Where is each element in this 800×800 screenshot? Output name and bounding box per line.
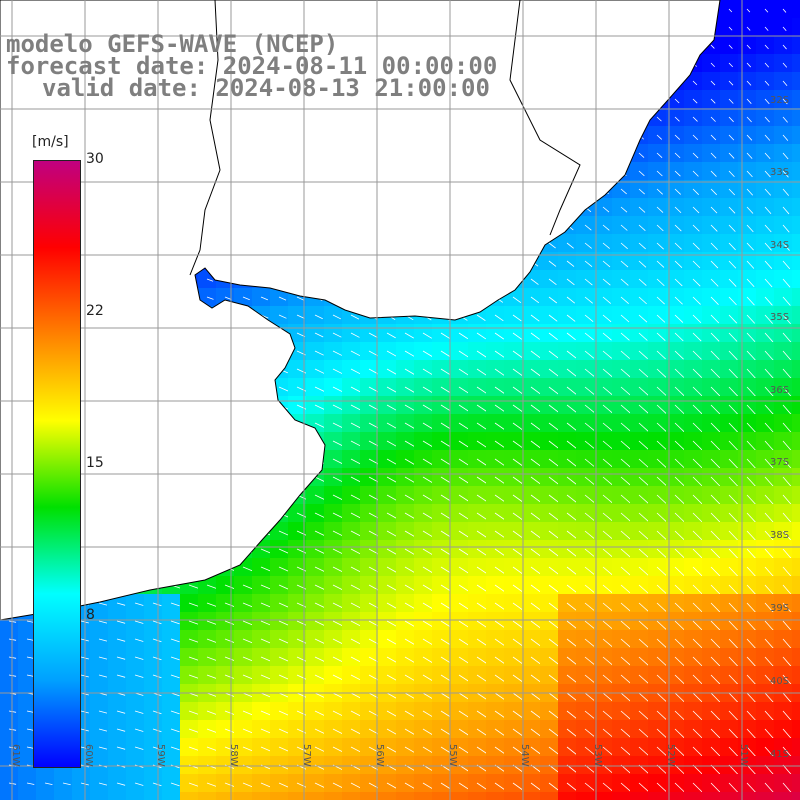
lon-label: 60W xyxy=(83,744,94,767)
colorbar xyxy=(33,160,81,768)
colorbar-tick: 15 xyxy=(86,455,104,471)
lat-label: 41S xyxy=(770,749,790,760)
colorbar-unit: [m/s] xyxy=(32,134,69,150)
lon-label: 57W xyxy=(301,744,312,767)
lon-label: 53W xyxy=(592,744,603,767)
title-valid-date: valid date: 2024-08-13 21:00:00 xyxy=(42,74,490,102)
lat-label: 36S xyxy=(770,385,790,396)
lat-label: 39S xyxy=(770,603,790,614)
lat-label: 34S xyxy=(770,240,790,251)
colorbar-tick: 22 xyxy=(86,303,104,319)
lon-label: 58W xyxy=(228,744,239,767)
lat-label: 32S xyxy=(770,95,790,106)
lat-label: 35S xyxy=(770,312,790,323)
border-line xyxy=(509,0,581,236)
lat-label: 38S xyxy=(770,530,790,541)
lat-label: 33S xyxy=(770,167,790,178)
lon-label: 51W xyxy=(738,744,749,767)
border-line xyxy=(189,0,221,276)
lon-label: 61W xyxy=(10,744,21,767)
lon-label: 55W xyxy=(447,744,458,767)
land-mass xyxy=(0,0,721,621)
title-model: modelo GEFS-WAVE (NCEP) xyxy=(6,30,339,58)
lat-label: 37S xyxy=(770,457,790,468)
lon-label: 59W xyxy=(155,744,166,767)
lat-label: 40S xyxy=(770,676,790,687)
colorbar-tick: 30 xyxy=(86,151,104,167)
lon-label: 52W xyxy=(665,744,676,767)
lon-label: 54W xyxy=(519,744,530,767)
lon-label: 56W xyxy=(374,744,385,767)
colorbar-tick: 8 xyxy=(86,607,95,623)
title-forecast-date: forecast date: 2024-08-11 00:00:00 xyxy=(6,52,498,80)
